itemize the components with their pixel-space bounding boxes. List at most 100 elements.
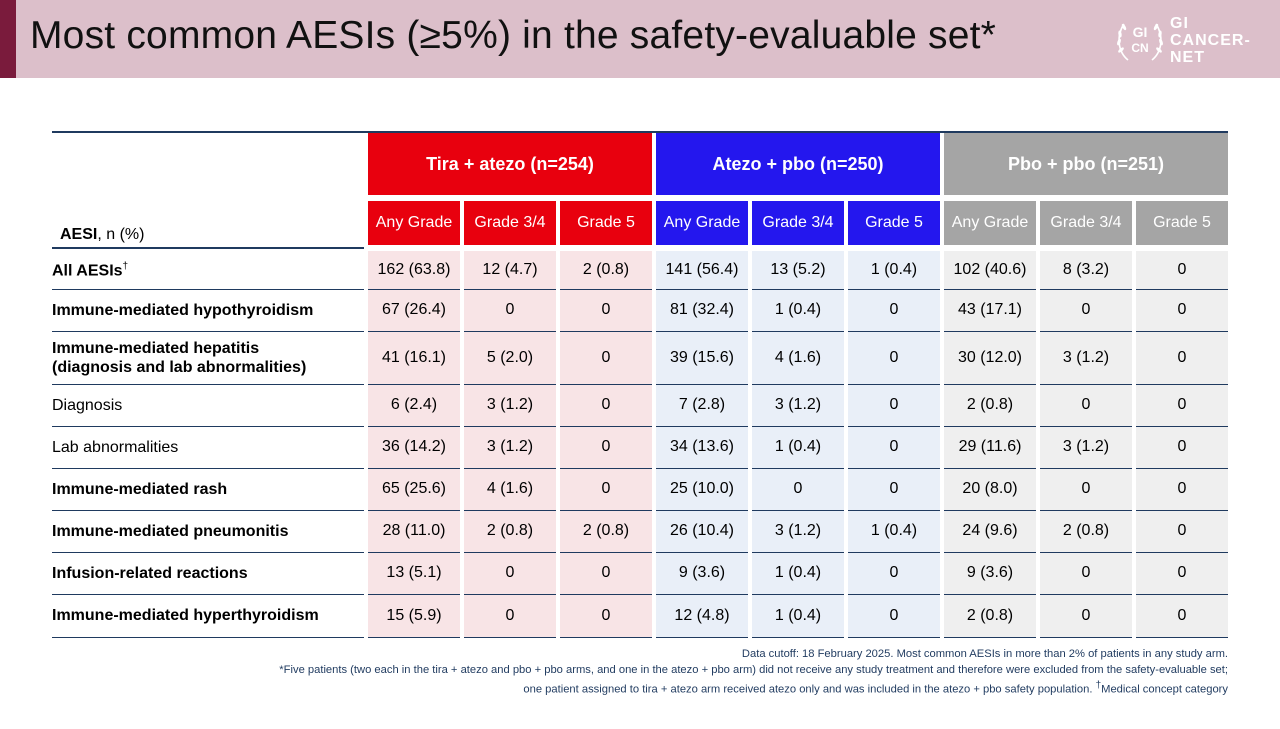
table-cell: 0 <box>1036 384 1134 427</box>
table-cell: 0 <box>1132 510 1228 553</box>
slide-header: Most common AESIs (≥5%) in the safety-ev… <box>0 0 1280 78</box>
table-cell: 141 (56.4) <box>652 247 750 290</box>
table-cell: 0 <box>844 426 942 469</box>
table-cell: 41 (16.1) <box>364 331 462 385</box>
table-cell: 3 (1.2) <box>460 384 558 427</box>
logo-monogram-top: GI <box>1133 24 1148 40</box>
table-cell: 102 (40.6) <box>940 247 1038 290</box>
table-cell: 1 (0.4) <box>844 510 942 553</box>
table-cell: 34 (13.6) <box>652 426 750 469</box>
table-cell: 9 (3.6) <box>652 552 750 595</box>
grade-header: Grade 3/4 <box>460 195 558 251</box>
table-cell: 3 (1.2) <box>748 384 846 427</box>
footnote-excluded-patients: *Five patients (two each in the tira + a… <box>279 663 1228 676</box>
aesi-header-unit: , n (%) <box>97 226 145 243</box>
logo-text-line-1: GI <box>1170 15 1189 32</box>
table-cell: 2 (0.8) <box>940 594 1038 638</box>
grade-header: Grade 3/4 <box>1036 195 1134 251</box>
row-label: Immune-mediated hypothyroidism <box>52 289 366 332</box>
table-cell: 0 <box>460 289 558 332</box>
row-label: Immune-mediated hepatitis (diagnosis and … <box>52 331 366 385</box>
table-cell: 0 <box>460 552 558 595</box>
grade-header: Any Grade <box>940 195 1038 251</box>
row-label: Immune-mediated pneumonitis <box>52 510 366 553</box>
table-cell: 1 (0.4) <box>748 552 846 595</box>
grade-header: Grade 5 <box>844 195 942 251</box>
table-cell: 0 <box>556 552 654 595</box>
table-cell: 0 <box>460 594 558 638</box>
table-cell: 4 (1.6) <box>460 468 558 511</box>
table-cell: 12 (4.7) <box>460 247 558 290</box>
table-cell: 26 (10.4) <box>652 510 750 553</box>
row-label: Diagnosis <box>52 384 366 427</box>
table-cell: 1 (0.4) <box>748 289 846 332</box>
table-cell: 24 (9.6) <box>940 510 1038 553</box>
table-row: Immune-mediated rash 65 (25.6) 4 (1.6) 0… <box>52 468 1228 511</box>
table-cell: 2 (0.8) <box>460 510 558 553</box>
table-cell: 81 (32.4) <box>652 289 750 332</box>
table-cell: 39 (15.6) <box>652 331 750 385</box>
footnote-safety-population: one patient assigned to tira + atezo arm… <box>523 680 1228 696</box>
table-cell: 0 <box>844 331 942 385</box>
table-cell: 4 (1.6) <box>748 331 846 385</box>
grade-header: Any Grade <box>652 195 750 251</box>
table-row: Immune-mediated hyperthyroidism 15 (5.9)… <box>52 594 1228 638</box>
table-cell: 3 (1.2) <box>460 426 558 469</box>
table-cell: 0 <box>1132 331 1228 385</box>
table-cell: 0 <box>1036 468 1134 511</box>
table-cell: 0 <box>556 331 654 385</box>
table-cell: 0 <box>1132 247 1228 290</box>
table-cell: 5 (2.0) <box>460 331 558 385</box>
logo-monogram-bottom: CN <box>1131 41 1148 55</box>
table-cell: 9 (3.6) <box>940 552 1038 595</box>
table-cell: 7 (2.8) <box>652 384 750 427</box>
grade-header: Grade 5 <box>1132 195 1228 251</box>
table-cell: 0 <box>1036 552 1134 595</box>
footnote-data-cutoff: Data cutoff: 18 February 2025. Most comm… <box>741 648 1228 660</box>
row-label: Immune-mediated rash <box>52 468 366 511</box>
table-cell: 0 <box>1036 594 1134 638</box>
table-cell: 0 <box>1132 552 1228 595</box>
table-cell: 2 (0.8) <box>556 510 654 553</box>
table-cell: 13 (5.1) <box>364 552 462 595</box>
grade-header: Grade 5 <box>556 195 654 251</box>
dagger-mark: † <box>1095 680 1102 691</box>
table-cell: 0 <box>556 289 654 332</box>
table-cell: 1 (0.4) <box>844 247 942 290</box>
slide-title: Most common AESIs (≥5%) in the safety-ev… <box>30 14 997 57</box>
table-cell: 2 (0.8) <box>1036 510 1134 553</box>
table-cell: 29 (11.6) <box>940 426 1038 469</box>
table-cell: 6 (2.4) <box>364 384 462 427</box>
table-cell: 25 (10.0) <box>652 468 750 511</box>
table-row: All AESIs† 162 (63.8) 12 (4.7) 2 (0.8) 1… <box>52 247 1228 290</box>
table-cell: 1 (0.4) <box>748 426 846 469</box>
table-cell: 0 <box>556 594 654 638</box>
table-row: Immune-mediated hypothyroidism 67 (26.4)… <box>52 289 1228 332</box>
row-label: Immune-mediated hyperthyroidism <box>52 594 366 638</box>
table-row: Lab abnormalities 36 (14.2) 3 (1.2) 0 34… <box>52 426 1228 469</box>
grade-header-row: Any Grade Grade 3/4 Grade 5 Any Grade Gr… <box>52 195 1228 251</box>
table-cell: 0 <box>748 468 846 511</box>
arm-header-row: AESI, n (%) Tira + atezo (n=254) Atezo +… <box>52 133 1228 248</box>
table-cell: 20 (8.0) <box>940 468 1038 511</box>
table-cell: 0 <box>1132 384 1228 427</box>
table-cell: 0 <box>1132 594 1228 638</box>
logo-wordmark: GI CANCER- NET <box>1170 15 1251 66</box>
table-cell: 3 (1.2) <box>748 510 846 553</box>
table-cell: 0 <box>1132 468 1228 511</box>
table-cell: 0 <box>1036 289 1134 332</box>
laurel-wreath-icon: GI CN <box>1117 23 1163 61</box>
table-row: Diagnosis 6 (2.4) 3 (1.2) 0 7 (2.8) 3 (1… <box>52 384 1228 427</box>
row-label: Infusion-related reactions <box>52 552 366 595</box>
aesi-column-header: AESI, n (%) <box>52 133 366 248</box>
table-cell: 12 (4.8) <box>652 594 750 638</box>
footnotes: Data cutoff: 18 February 2025. Most comm… <box>52 647 1228 698</box>
grade-header: Any Grade <box>364 195 462 251</box>
table-cell: 0 <box>844 552 942 595</box>
arm-header-tira-atezo: Tira + atezo (n=254) <box>364 133 654 198</box>
table-cell: 0 <box>1132 289 1228 332</box>
row-label-line-2: (diagnosis and lab abnormalities) <box>52 358 307 376</box>
logo-text-line-3: NET <box>1170 49 1205 66</box>
table-cell: 162 (63.8) <box>364 247 462 290</box>
table-row: Immune-mediated hepatitis (diagnosis and … <box>52 331 1228 385</box>
